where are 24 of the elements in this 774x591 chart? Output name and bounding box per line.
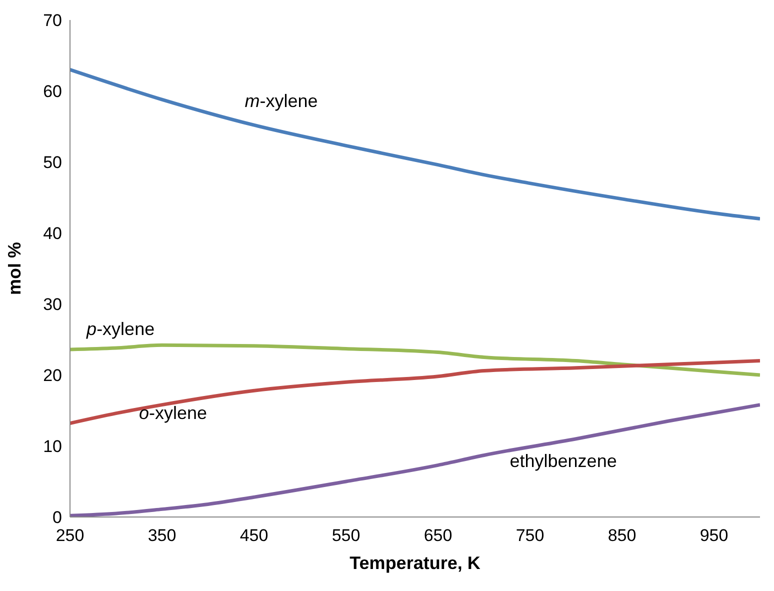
series-label: ethylbenzene [510, 450, 617, 472]
series-label: o-xylene [139, 402, 208, 424]
x-tick-label: 250 [56, 526, 84, 546]
x-tick-label: 650 [424, 526, 452, 546]
x-tick-label: 350 [148, 526, 176, 546]
y-tick-label: 10 [43, 437, 62, 456]
x-tick-label: 550 [332, 526, 360, 546]
y-tick-label: 20 [43, 366, 62, 386]
series-label: m-xylene [244, 90, 318, 112]
y-tick-label: 0 [52, 508, 62, 528]
y-tick-label: 40 [43, 224, 62, 244]
series-label: p-xylene [86, 318, 155, 340]
y-tick-label: 50 [43, 153, 62, 172]
y-tick-label: 30 [43, 295, 62, 314]
y-tick-label: 70 [43, 11, 62, 30]
line-series [70, 68, 760, 221]
x-tick-label: 850 [608, 526, 636, 546]
y-tick-label: 60 [43, 82, 62, 102]
x-tick-label: 450 [240, 526, 268, 546]
x-axis-title: Temperature, K [350, 553, 480, 573]
line-series [70, 359, 760, 426]
x-tick-label: 750 [516, 526, 544, 546]
line-series [70, 343, 760, 377]
x-tick-label: 950 [700, 526, 728, 546]
